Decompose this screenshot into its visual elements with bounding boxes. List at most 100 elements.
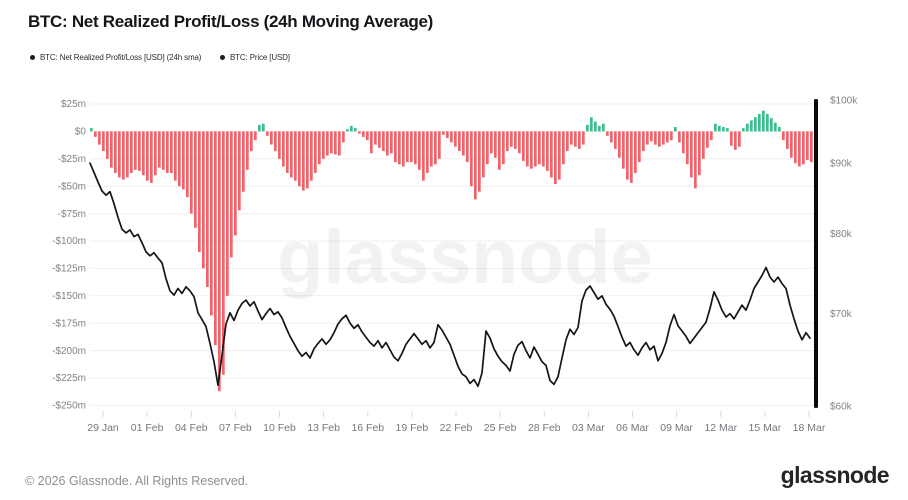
left-axis-tick-label: -$25m [58, 154, 86, 165]
net-realized-profit-loss-bar [138, 131, 141, 171]
net-realized-profit-loss-bar [470, 131, 473, 187]
net-realized-profit-loss-bar [610, 131, 613, 143]
net-realized-profit-loss-bar [694, 131, 697, 189]
net-realized-profit-loss-bar [518, 131, 521, 154]
net-realized-profit-loss-bar [278, 131, 281, 159]
left-axis-tick-label: $0 [75, 127, 87, 138]
net-realized-profit-loss-bar [618, 131, 621, 158]
net-realized-profit-loss-bar [486, 131, 489, 165]
legend-item-net-realized-profit-loss[interactable]: BTC: Net Realized Profit/Loss [USD] (24h… [30, 53, 201, 62]
net-realized-profit-loss-bar [710, 131, 713, 141]
net-realized-profit-loss-bar [514, 131, 517, 149]
right-axis-tick-label: $100k [830, 95, 858, 106]
net-realized-profit-loss-bar [690, 131, 693, 178]
net-realized-profit-loss-bar [190, 131, 193, 214]
net-realized-profit-loss-bar [754, 117, 757, 132]
left-axis-tick-label: -$75m [58, 209, 86, 220]
net-realized-profit-loss-bar [166, 131, 169, 173]
x-axis-tick-label: 18 Mar [793, 422, 826, 434]
net-realized-profit-loss-bar [766, 113, 769, 132]
net-realized-profit-loss-bar [654, 131, 657, 145]
net-realized-profit-loss-bar [338, 131, 341, 156]
net-realized-profit-loss-bar [174, 131, 177, 181]
net-realized-profit-loss-bar [266, 131, 269, 136]
net-realized-profit-loss-bar [598, 125, 601, 132]
legend-item-price[interactable]: BTC: Price [USD] [220, 53, 290, 62]
net-realized-profit-loss-bar [270, 131, 273, 145]
net-realized-profit-loss-bar [350, 125, 353, 132]
net-realized-profit-loss-bar [578, 131, 581, 149]
left-axis-tick-label: -$50m [58, 181, 86, 192]
net-realized-profit-loss-bar [314, 131, 317, 173]
net-realized-profit-loss-bar [566, 131, 569, 152]
net-realized-profit-loss-bar [662, 131, 665, 145]
net-realized-profit-loss-bar [426, 131, 429, 173]
net-realized-profit-loss-bar [558, 131, 561, 180]
net-realized-profit-loss-bar [606, 131, 609, 136]
net-realized-profit-loss-bar [246, 131, 249, 170]
net-realized-profit-loss-bar [626, 131, 629, 180]
net-realized-profit-loss-bar [262, 123, 265, 132]
net-realized-profit-loss-bar [562, 131, 565, 165]
net-realized-profit-loss-bar [442, 131, 445, 135]
net-realized-profit-loss-bar [806, 131, 809, 160]
net-realized-profit-loss-bar [94, 131, 97, 137]
left-axis-tick-label: -$225m [52, 373, 86, 384]
left-axis-tick-label: -$100m [52, 236, 86, 247]
net-realized-profit-loss-bar [406, 131, 409, 163]
net-realized-profit-loss-bar [394, 131, 397, 163]
legend-label: BTC: Price [USD] [230, 53, 290, 62]
net-realized-profit-loss-bar [302, 131, 305, 191]
x-axis-tick-label: 03 Mar [572, 422, 605, 434]
net-realized-profit-loss-bar [686, 131, 689, 165]
net-realized-profit-loss-bar [162, 131, 165, 170]
net-realized-profit-loss-bar [502, 131, 505, 165]
right-axis-tick-label: $80k [830, 229, 853, 240]
glassnode-watermark: glassnode [277, 215, 653, 300]
x-axis-tick-label: 04 Feb [175, 422, 208, 434]
net-realized-profit-loss-bar [102, 131, 105, 152]
page-title: BTC: Net Realized Profit/Loss (24h Movin… [28, 12, 434, 31]
net-realized-profit-loss-bar [462, 131, 465, 156]
net-realized-profit-loss-bar [454, 131, 457, 147]
net-realized-profit-loss-bar [250, 131, 253, 152]
net-realized-profit-loss-bar [474, 131, 477, 200]
x-axis-tick-label: 29 Jan [87, 422, 119, 434]
net-realized-profit-loss-bar [798, 131, 801, 167]
chart-svg: glassnode $25m $0 -$25m -$50m -$75m -$100m -$12… [52, 95, 858, 434]
net-realized-profit-loss-bar [730, 131, 733, 146]
net-realized-profit-loss-bar [230, 131, 233, 258]
net-realized-profit-loss-bar [286, 131, 289, 173]
net-realized-profit-loss-bar [282, 131, 285, 167]
net-realized-profit-loss-bar [358, 131, 361, 134]
net-realized-profit-loss-bar [430, 131, 433, 167]
net-realized-profit-loss-bar [546, 131, 549, 171]
net-realized-profit-loss-bar [130, 131, 133, 173]
net-realized-profit-loss-bar [326, 131, 329, 156]
net-realized-profit-loss-bar [782, 131, 785, 141]
net-realized-profit-loss-bar [622, 131, 625, 169]
net-realized-profit-loss-bar [734, 131, 737, 150]
net-realized-profit-loss-bar [790, 131, 793, 158]
net-realized-profit-loss-bar [802, 131, 805, 165]
net-realized-profit-loss-bar [526, 131, 529, 167]
net-realized-profit-loss-bar [574, 131, 577, 147]
net-realized-profit-loss-bar [658, 131, 661, 147]
x-axis-tick-label: 22 Feb [440, 422, 473, 434]
net-realized-profit-loss-bar [458, 131, 461, 152]
net-realized-profit-loss-bar [310, 131, 313, 181]
net-realized-profit-loss-bar [522, 131, 525, 161]
net-realized-profit-loss-bar [554, 131, 557, 184]
right-axis-tick-label: $90k [830, 159, 853, 170]
net-realized-profit-loss-bar [494, 131, 497, 158]
net-realized-profit-loss-bar [646, 131, 649, 145]
net-realized-profit-loss-bar [450, 131, 453, 143]
net-realized-profit-loss-bar [538, 131, 541, 165]
net-realized-profit-loss-bar [582, 131, 585, 145]
net-realized-profit-loss-bar [794, 131, 797, 164]
net-realized-profit-loss-bar [206, 131, 209, 287]
left-axis-tick-label: -$150m [52, 291, 86, 302]
net-realized-profit-loss-bar [542, 131, 545, 167]
net-realized-profit-loss-bar [170, 131, 173, 173]
net-realized-profit-loss-bar [202, 131, 205, 269]
